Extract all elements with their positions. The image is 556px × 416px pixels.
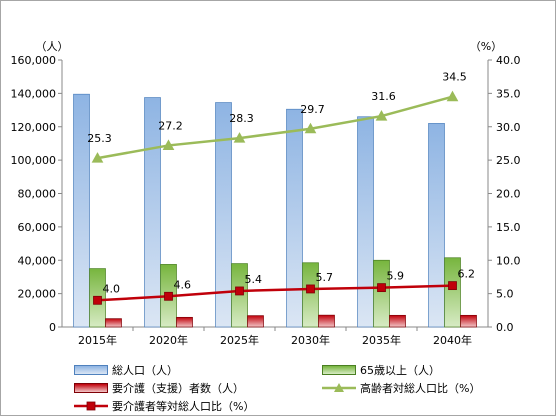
- y-left-tick-label: 160,000: [11, 54, 57, 67]
- legend-label-elderly-ratio: 高齢者対総人口比（%）: [360, 382, 481, 395]
- axes-layer: 0 20,000 40,000 60,000 80,000 100,000 120,000 1…: [11, 40, 521, 347]
- data-label-elderly-ratio: 25.3: [87, 132, 112, 145]
- point-care-ratio: [235, 286, 244, 296]
- data-label-elderly-ratio: 31.6: [371, 90, 396, 103]
- data-label-elderly-ratio: 27.2: [158, 119, 183, 132]
- x-tick-label: 2035年: [362, 333, 401, 347]
- bar-care-need: [318, 314, 335, 328]
- data-label-care-ratio: 5.7: [316, 271, 334, 284]
- legend-care-ratio: 要介護者等対総人口比（%）: [74, 398, 254, 414]
- legend-elderly-ratio: 高齢者対総人口比（%）: [322, 380, 480, 396]
- y-left-tick-label: 20,000: [18, 288, 57, 301]
- y-left-unit-label: （人）: [36, 40, 69, 53]
- point-elderly-ratio: [91, 152, 104, 163]
- bar-care-need: [389, 314, 406, 328]
- legend-label-care-need: 要介護（支援）者数（人）: [112, 382, 244, 395]
- data-label-care-ratio: 5.4: [245, 273, 263, 286]
- y-right-tick-label: 40.0: [496, 54, 521, 67]
- x-tick-label: 2025年: [220, 333, 259, 347]
- point-elderly-ratio: [162, 139, 175, 150]
- point-elderly-ratio: [446, 90, 459, 102]
- bar-over65: [302, 262, 319, 328]
- y-left-tick-label: 80,000: [18, 188, 57, 201]
- bars-layer: [73, 93, 477, 328]
- y-right-tick-label: 25.0: [496, 154, 521, 167]
- y-left-tick-label: 60,000: [18, 221, 57, 234]
- labels-layer: 25.3 27.2 28.3 29.7 31.6 34.5 4.0 4.6 5.4 5.7 5.9 6…: [87, 71, 475, 296]
- y-right-tick-label: 15.0: [496, 221, 521, 234]
- y-left-tick-label: 120,000: [11, 121, 57, 134]
- x-tick-label: 2030年: [291, 333, 330, 347]
- point-care-ratio: [448, 281, 457, 291]
- line-care-ratio: [97, 284, 453, 302]
- point-care-ratio: [306, 284, 315, 294]
- y-left-tick-label: 40,000: [18, 254, 57, 267]
- data-label-elderly-ratio: 29.7: [300, 103, 325, 116]
- legend-swatch-blue: [74, 365, 108, 375]
- bar-total-population: [144, 97, 161, 328]
- bar-total-population: [215, 102, 232, 328]
- legend-swatch-red: [74, 383, 108, 393]
- y-right-tick-label: 20.0: [496, 188, 521, 201]
- y-left-tick-label: 0: [49, 321, 56, 334]
- y-right-tick-label: 10.0: [496, 254, 521, 267]
- bar-over65: [373, 259, 390, 328]
- legend-total-population: 総人口（人）: [74, 362, 178, 378]
- bar-total-population: [73, 93, 90, 328]
- data-label-care-ratio: 4.0: [103, 282, 121, 295]
- legend-line-red: [74, 401, 108, 411]
- data-label-care-ratio: 4.6: [174, 278, 192, 291]
- point-care-ratio: [164, 291, 173, 301]
- bar-total-population: [357, 116, 374, 328]
- legend-label-total-population: 総人口（人）: [112, 364, 178, 377]
- legend-label-over65: 65歳以上（人）: [360, 364, 440, 377]
- bar-total-population: [428, 123, 445, 328]
- legend-over65: 65歳以上（人）: [322, 362, 440, 378]
- y-right-tick-label: 30.0: [496, 121, 521, 134]
- y-right-tick-label: 5.0: [496, 288, 514, 301]
- bar-care-need: [105, 318, 122, 328]
- data-label-elderly-ratio: 34.5: [442, 71, 467, 84]
- point-care-ratio: [377, 283, 386, 293]
- line-elderly-ratio: [97, 95, 453, 160]
- y-right-tick-label: 0.0: [496, 321, 514, 334]
- legend-care-need: 要介護（支援）者数（人）: [74, 380, 244, 396]
- data-label-care-ratio: 6.2: [458, 268, 476, 281]
- data-label-elderly-ratio: 28.3: [229, 112, 254, 125]
- bar-total-population: [286, 108, 303, 328]
- bar-over65: [444, 257, 461, 328]
- y-right-tick-label: 35.0: [496, 87, 521, 100]
- legend-label-care-ratio: 要介護者等対総人口比（%）: [112, 400, 255, 413]
- point-elderly-ratio: [233, 132, 246, 143]
- data-label-care-ratio: 5.9: [387, 270, 405, 283]
- bar-care-need: [460, 314, 477, 328]
- x-tick-label: 2015年: [78, 333, 117, 347]
- bar-care-need: [176, 316, 193, 328]
- lines-layer: [91, 90, 459, 305]
- point-elderly-ratio: [375, 110, 388, 121]
- y-left-tick-label: 140,000: [11, 87, 57, 100]
- legend-line-green: [322, 383, 356, 392]
- bar-care-need: [247, 315, 264, 328]
- x-tick-label: 2020年: [149, 333, 188, 347]
- x-tick-label: 2040年: [433, 333, 472, 347]
- legend-swatch-green: [322, 365, 356, 375]
- point-care-ratio: [93, 295, 102, 305]
- y-left-tick-label: 100,000: [11, 154, 57, 167]
- y-right-unit-label: （%）: [470, 40, 502, 53]
- point-elderly-ratio: [304, 122, 317, 134]
